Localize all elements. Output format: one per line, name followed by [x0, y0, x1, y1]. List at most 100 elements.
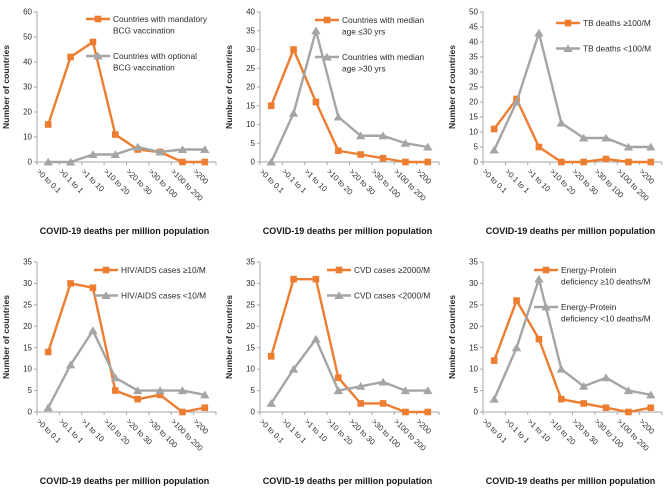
y-tick-label: 0: [251, 158, 256, 167]
series-1-marker: [578, 381, 589, 390]
series-1-marker: [65, 360, 76, 369]
series-1-marker: [378, 131, 388, 140]
series-1-marker: [177, 386, 188, 395]
y-tick-label: 0: [28, 408, 33, 417]
series-0-marker: [267, 102, 275, 110]
y-axis-title: Number of countries: [224, 295, 234, 379]
y-tick-label: 35: [469, 53, 478, 62]
series-1-marker: [623, 142, 634, 151]
series-0-marker: [535, 143, 543, 151]
series-line-1: [270, 337, 428, 405]
series-0-marker: [424, 158, 432, 166]
series-line-1: [493, 277, 652, 400]
legend-swatch-marker: [541, 302, 551, 311]
series-1-marker: [378, 377, 388, 386]
x-tick-label: >200: [191, 167, 210, 186]
series-1-marker: [311, 26, 321, 35]
series-1-marker: [646, 142, 656, 151]
series-0-marker: [44, 121, 52, 128]
y-axis-title: Number of countries: [1, 45, 11, 129]
series-0-marker: [402, 158, 409, 166]
legend-label: HIV/AIDS cases <10/M: [121, 291, 206, 301]
y-axis-title: Number of countries: [447, 45, 457, 129]
series-0-marker: [290, 275, 297, 283]
series-0-marker: [201, 158, 209, 166]
series-1-marker: [423, 142, 433, 151]
y-tick-label: 50: [23, 33, 32, 42]
series-0-marker: [647, 404, 655, 412]
series-0-marker: [335, 147, 342, 155]
series-1-marker: [288, 364, 299, 373]
chart-tb-deaths: 0 5 10 15 20 25 30 35 40 45 50 >0 to 0.1 >0.1 to 1 >1…: [446, 0, 669, 250]
series-1-marker: [110, 373, 121, 382]
series-line-0: [270, 277, 428, 414]
y-tick-label: 25: [246, 64, 255, 73]
x-tick-label: >200: [414, 417, 433, 436]
series-1-marker: [110, 150, 121, 158]
series-1-marker: [311, 334, 321, 343]
y-tick-label: 10: [23, 133, 32, 142]
series-line-0: [270, 48, 428, 164]
legend-label: CVD cases <2000/M: [354, 291, 430, 301]
series-0-marker: [44, 348, 52, 356]
series-0-marker: [179, 158, 186, 166]
y-tick-label: 30: [23, 279, 32, 288]
legend-swatch-marker: [323, 16, 331, 24]
legend-swatch-marker: [563, 44, 573, 52]
y-axis-title: Number of countries: [447, 295, 457, 379]
series-1-marker: [556, 118, 567, 127]
series-1-marker: [511, 343, 522, 352]
y-tick-label: 0: [251, 408, 256, 417]
y-axis-title: Number of countries: [224, 45, 234, 129]
legend-label: Countries with optional: [113, 51, 197, 61]
y-tick-label: 25: [469, 83, 478, 92]
x-tick-label: >200: [637, 167, 656, 186]
y-tick-label: 20: [469, 322, 478, 331]
series-0-marker: [602, 155, 610, 163]
legend-swatch-marker: [94, 15, 102, 23]
y-tick-label: 10: [246, 365, 255, 374]
x-tick-label: >200: [637, 417, 656, 436]
series-1-marker: [88, 150, 98, 158]
y-tick-label: 35: [23, 258, 32, 267]
series-0-marker: [580, 400, 587, 407]
legend-label: TB deaths <100/M: [583, 44, 651, 54]
series-1-marker: [155, 147, 165, 156]
series-0-marker: [112, 131, 119, 138]
series-line-0: [47, 282, 206, 414]
y-tick-label: 10: [246, 120, 255, 129]
y-tick-label: 20: [23, 322, 32, 331]
series-0-marker: [67, 280, 74, 287]
y-tick-label: 35: [246, 258, 255, 267]
legend-label: Energy-Protein: [561, 302, 617, 312]
chart-energy-protein: 0 5 10 15 20 25 30 35 >0 to 0.1 >0.1 to 1 >1 to 10…: [446, 250, 669, 500]
series-1-marker: [177, 145, 188, 153]
series-1-marker: [511, 97, 522, 106]
series-0-marker: [535, 335, 543, 343]
series-1-marker: [288, 108, 299, 117]
series-0-marker: [625, 158, 632, 166]
series-1-marker: [534, 28, 544, 37]
y-tick-label: 5: [251, 139, 256, 148]
series-0-marker: [357, 400, 364, 407]
y-tick-label: 50: [469, 8, 478, 17]
series-0-marker: [490, 357, 498, 364]
y-tick-label: 40: [246, 8, 255, 17]
series-0-marker: [267, 352, 275, 360]
series-0-marker: [179, 408, 186, 416]
series-1-marker: [88, 326, 98, 335]
series-0-marker: [402, 408, 409, 416]
x-tick-label: >200: [414, 167, 433, 186]
series-0-marker: [89, 38, 97, 46]
chart-hiv-aids: 0 5 10 15 20 25 30 35 >0 to 0.1 >0.1 to 1 >1 to 10…: [0, 250, 223, 500]
series-1-marker: [400, 138, 411, 147]
y-tick-label: 5: [474, 386, 479, 395]
series-0-marker: [112, 387, 119, 394]
series-1-marker: [355, 381, 366, 390]
series-1-marker: [400, 386, 411, 395]
